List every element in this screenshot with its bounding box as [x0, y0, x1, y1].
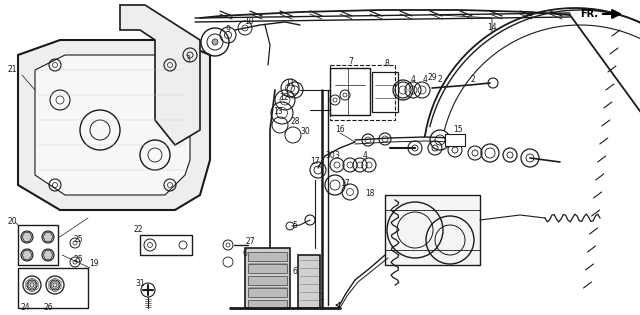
Circle shape: [21, 231, 33, 243]
Polygon shape: [248, 252, 287, 261]
Text: 27: 27: [245, 238, 255, 247]
Text: 13: 13: [273, 107, 283, 117]
Polygon shape: [248, 300, 287, 309]
Polygon shape: [298, 255, 320, 308]
Text: FR.: FR.: [580, 9, 598, 19]
Text: 7: 7: [349, 58, 353, 66]
Text: 14: 14: [487, 24, 497, 32]
Text: 4: 4: [422, 76, 428, 84]
Text: 17: 17: [340, 179, 350, 187]
Polygon shape: [248, 264, 287, 273]
Text: 3: 3: [186, 55, 191, 65]
Text: 25: 25: [73, 255, 83, 265]
Circle shape: [27, 280, 37, 290]
Text: 30: 30: [325, 152, 335, 161]
Text: 29: 29: [427, 73, 437, 83]
Text: 6: 6: [292, 267, 298, 277]
Polygon shape: [372, 72, 398, 112]
Polygon shape: [35, 55, 190, 195]
Text: 26: 26: [43, 303, 53, 312]
Circle shape: [212, 39, 218, 45]
Text: 24: 24: [20, 303, 30, 312]
Bar: [330, 65, 395, 120]
Text: 2: 2: [438, 75, 442, 83]
Text: 4: 4: [411, 76, 415, 84]
Polygon shape: [18, 268, 88, 308]
Text: 19: 19: [89, 259, 99, 267]
Text: 18: 18: [365, 188, 375, 198]
Text: 21: 21: [7, 66, 17, 75]
Polygon shape: [140, 235, 192, 255]
Text: 8: 8: [385, 59, 389, 67]
Bar: [445, 134, 465, 146]
Text: 6: 6: [243, 249, 248, 257]
Text: 20: 20: [7, 217, 17, 226]
Text: 1: 1: [319, 294, 324, 302]
Polygon shape: [18, 225, 58, 265]
Polygon shape: [22, 251, 32, 259]
Circle shape: [42, 231, 54, 243]
Text: 5: 5: [292, 220, 298, 230]
Text: 16: 16: [335, 125, 345, 135]
Text: 30: 30: [300, 128, 310, 136]
Text: 31: 31: [135, 278, 145, 288]
Polygon shape: [248, 288, 287, 297]
Text: 2: 2: [470, 76, 476, 84]
Text: 9: 9: [225, 25, 230, 33]
Circle shape: [21, 249, 33, 261]
Polygon shape: [43, 233, 53, 241]
Polygon shape: [248, 276, 287, 285]
Text: 3: 3: [335, 152, 339, 161]
Polygon shape: [120, 5, 200, 145]
Text: 4: 4: [363, 152, 367, 161]
Text: 28: 28: [291, 117, 300, 127]
Polygon shape: [330, 68, 370, 115]
Polygon shape: [385, 195, 480, 265]
Text: 15: 15: [453, 125, 463, 135]
Circle shape: [42, 249, 54, 261]
Text: 10: 10: [244, 18, 254, 26]
Text: 12: 12: [279, 94, 289, 102]
Text: 11: 11: [285, 78, 295, 88]
Text: 22: 22: [133, 226, 143, 234]
Text: 17: 17: [310, 158, 320, 167]
Circle shape: [50, 280, 60, 290]
Polygon shape: [43, 251, 53, 259]
Polygon shape: [18, 40, 210, 210]
Polygon shape: [245, 248, 290, 308]
Text: 25: 25: [73, 236, 83, 244]
Polygon shape: [22, 233, 32, 241]
